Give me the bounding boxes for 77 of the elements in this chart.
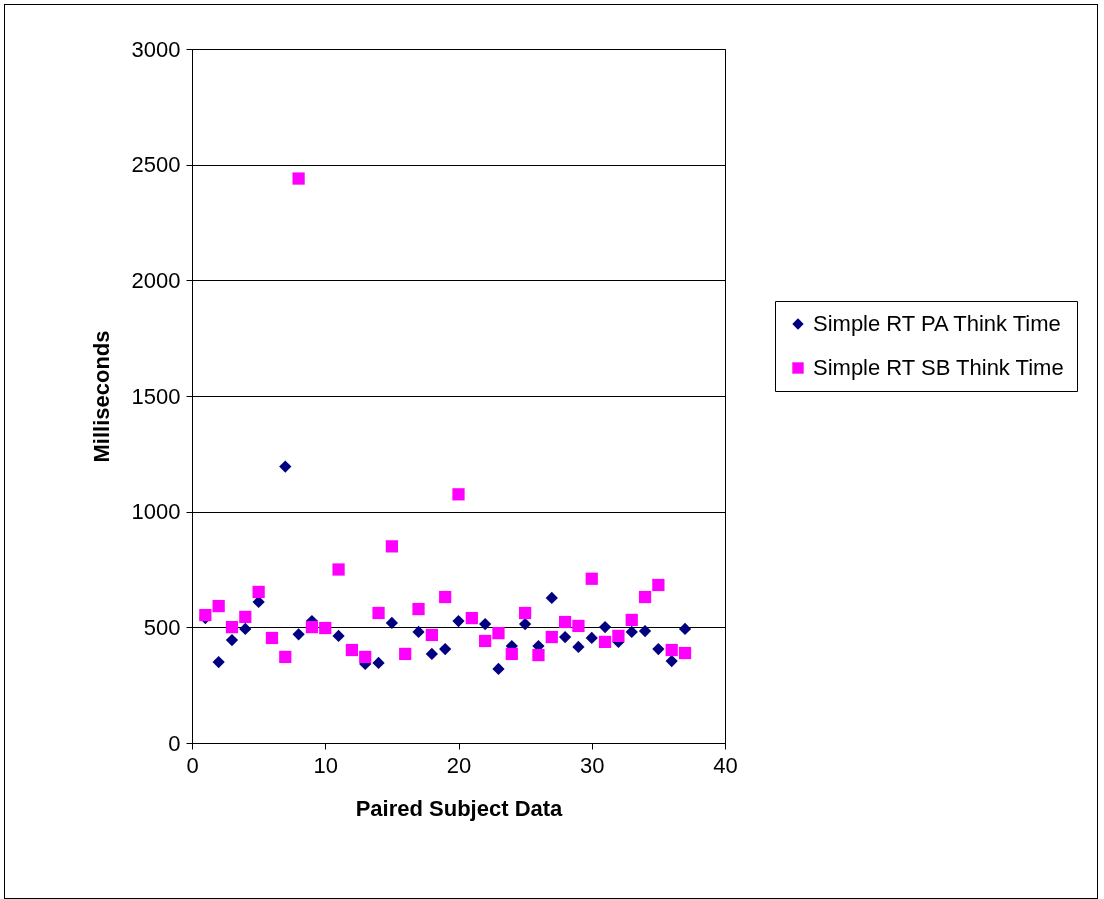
point [572,640,585,654]
y-tick-label: 0 [168,730,181,756]
y-tick-label: 1500 [131,383,181,409]
x-tick-label: 0 [186,752,199,778]
point [225,633,239,647]
point [678,622,692,636]
point [465,611,478,625]
point [359,650,372,664]
point [385,540,398,553]
point [492,662,505,676]
point [412,602,425,616]
point [452,614,465,628]
point [292,628,305,641]
point [585,572,598,585]
point [265,631,279,645]
legend-label: Simple RT SB Think Time [813,355,1064,380]
point [212,599,225,613]
point [279,460,292,473]
x-tick-label: 40 [713,752,738,778]
point [319,621,332,635]
point [425,647,438,661]
point [332,629,345,643]
point [625,625,638,639]
point [412,625,425,639]
legend-label: Simple RT PA Think Time [813,311,1061,336]
point [558,630,572,644]
point [545,591,558,605]
x-tick-label: 20 [446,752,472,778]
point [439,642,452,656]
point [452,488,465,501]
point [505,647,518,661]
point [225,620,239,634]
point [519,606,532,620]
point [252,585,265,599]
y-tick-label: 3000 [131,36,181,62]
point [239,610,252,624]
point [612,629,625,643]
point [638,624,652,638]
point [332,563,345,576]
point [519,617,532,631]
point [532,648,545,662]
point [279,650,292,664]
y-tick-label: 2000 [131,267,181,293]
point [558,615,572,629]
point [479,617,492,631]
point [678,646,692,660]
point [598,620,612,634]
point [425,628,438,642]
point [372,656,385,670]
point [385,616,398,630]
x-tick-label: 10 [313,752,338,778]
point [239,622,252,636]
point [572,619,585,633]
point [305,620,319,634]
y-tick-label: 500 [143,614,181,640]
y-tick-label: 2500 [131,152,181,178]
point [372,606,385,620]
point [665,643,678,657]
point [665,654,678,668]
point [479,634,492,648]
point [345,643,359,657]
point [439,590,452,604]
point [292,172,305,185]
point [652,578,665,592]
point [585,631,598,645]
x-tick-label: 30 [580,752,605,778]
x-axis-title: Paired Subject Data [355,795,564,821]
point [625,613,638,627]
y-tick-label: 1000 [131,499,181,525]
point [598,635,612,649]
point [652,642,665,656]
point [638,590,652,604]
point [399,647,412,661]
point [212,655,225,669]
point [492,626,505,640]
y-axis-title: Milliseconds [88,330,114,463]
point [545,630,558,644]
